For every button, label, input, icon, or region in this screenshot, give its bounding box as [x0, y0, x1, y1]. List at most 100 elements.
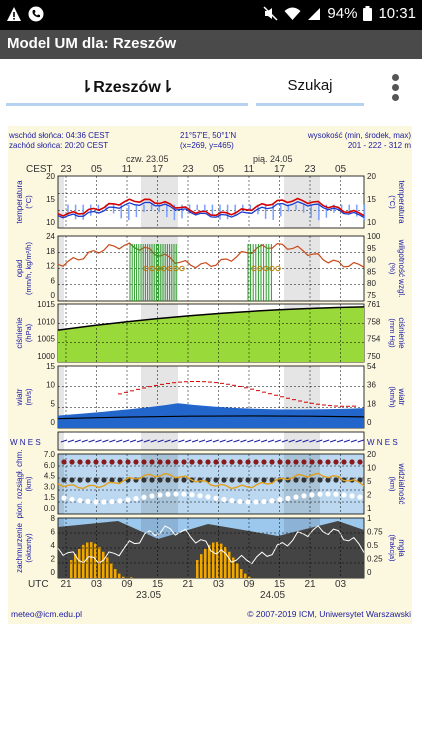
vis-dot [173, 491, 179, 497]
tab-city-underline [6, 103, 248, 106]
vis-dot [165, 491, 171, 497]
wind-arrow [212, 439, 219, 443]
y-tick-left: 4 [51, 541, 56, 550]
vis-dot [325, 477, 331, 483]
wind-arrow [95, 439, 102, 443]
fog-bar [196, 560, 199, 578]
vis-dot [245, 499, 251, 505]
day1-label: czw. 23.05 [126, 154, 169, 164]
precip-marker [179, 265, 185, 272]
vis-dot [181, 459, 187, 465]
fog-bar [78, 548, 81, 578]
overflow-menu-icon[interactable] [388, 74, 402, 104]
axis-unit-right: (%) [388, 263, 397, 275]
wind-arrow [329, 439, 337, 443]
wind-arrow [150, 439, 157, 443]
wind-arrow [171, 439, 178, 443]
vis-dot [173, 459, 179, 465]
axis-label-left: zachmurzenie [15, 523, 24, 573]
y-tick-right: 10 [367, 218, 376, 227]
vis-dot [213, 477, 219, 483]
vis-dot [341, 459, 347, 465]
wind-arrow [357, 439, 364, 443]
footer-email[interactable]: meteo@icm.edu.pl [11, 609, 82, 619]
y-tick-left: 6.0 [44, 461, 56, 470]
night-band [58, 454, 64, 514]
vis-dot [237, 498, 243, 505]
grid-label: (x=269, y=465) [180, 141, 234, 150]
vis-dot [317, 477, 323, 483]
vis-dot [333, 477, 339, 483]
vis-dot [325, 491, 331, 497]
wind-arrow [274, 439, 282, 443]
fog-bar [248, 576, 251, 578]
axis-unit-right: (°C) [388, 195, 397, 209]
y-tick-left: 6 [51, 528, 56, 537]
wind-arrow [288, 439, 295, 443]
tab-city[interactable]: ⇂Rzeszów⇂ [79, 79, 175, 96]
wind-arrow [247, 439, 254, 443]
pressure-line [57, 306, 365, 331]
utc-hour: 09 [243, 579, 255, 590]
panel-frame [57, 453, 365, 515]
fog-bar [200, 554, 203, 578]
vis-dot [77, 497, 83, 504]
y-tick-right: 80 [367, 279, 376, 288]
vis-dot [357, 459, 363, 465]
wind-arrow [88, 439, 95, 443]
fog-bar [74, 554, 77, 578]
vis-dot [213, 459, 219, 465]
vis-dot [181, 491, 187, 497]
vis-dot [117, 459, 123, 465]
day2-label: pią. 24.05 [253, 154, 293, 164]
vis-dot [293, 477, 299, 483]
y-tick-right: 54 [367, 362, 376, 371]
fog-bar [216, 542, 219, 578]
fog-bar [228, 551, 231, 578]
axis-label-right: mgła [397, 539, 406, 557]
vis-dot [165, 477, 171, 483]
y-tick-left: 1010 [37, 317, 55, 326]
temp-blue-line [57, 200, 365, 219]
y-tick-right: 90 [367, 256, 376, 265]
fog-bar [86, 542, 89, 578]
wind-arrow [350, 439, 357, 443]
axis-label-left: ciśnienie [15, 317, 24, 349]
fog-bar [244, 573, 247, 578]
cloud-line [57, 525, 365, 565]
wind-arrow [198, 439, 206, 443]
y-tick-right: 761 [367, 300, 381, 309]
compass-left: W N E S [10, 438, 41, 447]
tab-search[interactable]: Szukaj [287, 77, 333, 94]
night-band [284, 432, 320, 450]
axis-label-right: wiatr [397, 388, 406, 406]
vis-dot [309, 492, 315, 498]
vis-dot [285, 495, 291, 501]
y-tick-left: 2 [51, 555, 56, 564]
wind-arrow [233, 439, 240, 443]
fog-bar [220, 543, 223, 578]
axis-label-right: temperatura [397, 180, 406, 224]
axis-label-right: wilgotność wzgl. [397, 239, 406, 298]
vis-dot [61, 477, 67, 483]
y-tick-right: 95 [367, 244, 376, 253]
cest-hour: 11 [244, 164, 255, 175]
vis-dot [317, 459, 323, 465]
utc-hour: 03 [91, 579, 103, 590]
vis-dot [61, 495, 67, 501]
vis-dot [133, 495, 139, 502]
vis-dot [141, 477, 147, 483]
utc-hour: 21 [182, 579, 194, 590]
y-tick-left: 10 [46, 218, 55, 227]
y-tick-right: 20 [367, 172, 376, 181]
axis-unit-left: (m/s) [24, 388, 33, 406]
vis-dot [69, 477, 75, 483]
axis-unit-left: (oktanty) [24, 533, 33, 563]
vis-dot [117, 498, 123, 504]
axis-label-left: temperatura [15, 180, 24, 224]
cest-hour: 17 [152, 164, 164, 175]
fog-bar [236, 563, 239, 578]
y-tick-right: 1 [367, 514, 372, 523]
cest-hour: 23 [304, 164, 316, 175]
